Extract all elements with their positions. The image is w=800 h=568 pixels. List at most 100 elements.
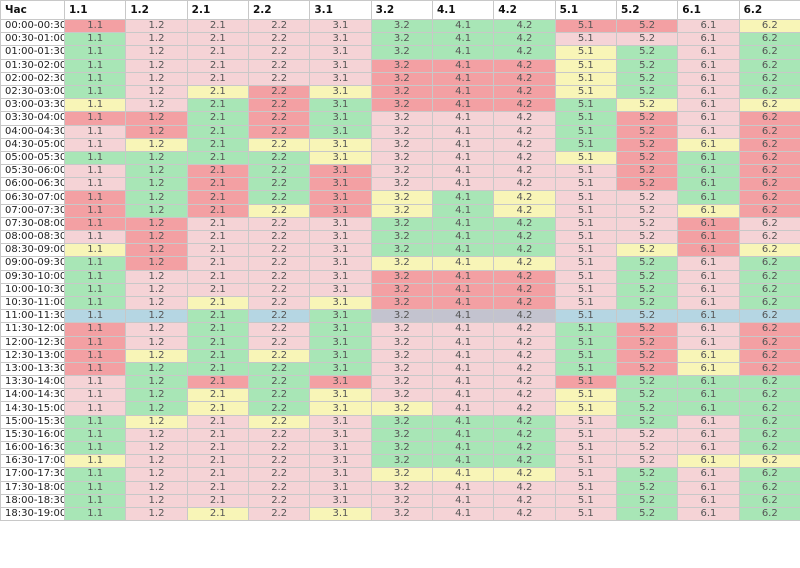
schedule-cell[interactable]: 2.2	[247, 32, 311, 47]
time-slot-label[interactable]: 12:30-13:00	[0, 348, 65, 363]
schedule-cell[interactable]: 5.2	[615, 256, 679, 271]
schedule-cell[interactable]: 6.1	[677, 164, 740, 179]
schedule-cell[interactable]: 1.2	[125, 348, 188, 363]
schedule-cell[interactable]: 4.1	[431, 282, 495, 297]
schedule-cell[interactable]: 6.2	[738, 45, 800, 60]
schedule-cell[interactable]: 2.1	[186, 269, 249, 284]
schedule-cell[interactable]: 4.2	[493, 18, 556, 34]
schedule-cell[interactable]: 2.1	[186, 58, 249, 73]
schedule-cell[interactable]: 3.1	[309, 348, 372, 363]
schedule-cell[interactable]: 5.2	[615, 203, 679, 218]
time-slot-label[interactable]: 05:30-06:00	[0, 164, 65, 179]
schedule-cell[interactable]: 1.2	[125, 137, 188, 152]
schedule-cell[interactable]: 5.2	[615, 243, 679, 258]
time-slot-label[interactable]: 13:30-14:00	[0, 375, 65, 390]
schedule-cell[interactable]: 6.1	[677, 269, 740, 284]
schedule-cell[interactable]: 6.1	[677, 493, 740, 508]
schedule-cell[interactable]: 3.1	[309, 480, 372, 495]
schedule-cell[interactable]: 5.2	[615, 150, 679, 166]
schedule-cell[interactable]: 6.1	[677, 375, 740, 390]
schedule-cell[interactable]: 4.2	[493, 45, 556, 60]
schedule-cell[interactable]: 1.2	[125, 401, 188, 416]
schedule-cell[interactable]: 6.1	[677, 190, 740, 205]
schedule-cell[interactable]: 1.1	[63, 98, 127, 113]
schedule-cell[interactable]: 2.2	[247, 348, 311, 363]
schedule-cell[interactable]: 3.2	[370, 256, 433, 271]
schedule-cell[interactable]: 2.2	[247, 467, 311, 482]
schedule-cell[interactable]: 5.2	[615, 361, 679, 377]
schedule-cell[interactable]: 1.2	[125, 58, 188, 73]
schedule-cell[interactable]: 1.1	[63, 84, 127, 100]
schedule-cell[interactable]: 4.2	[493, 98, 556, 113]
schedule-cell[interactable]: 4.2	[493, 71, 556, 86]
schedule-cell[interactable]: 4.2	[493, 190, 556, 205]
schedule-cell[interactable]: 3.2	[370, 388, 433, 403]
schedule-cell[interactable]: 1.1	[63, 229, 127, 245]
schedule-cell[interactable]: 4.1	[431, 58, 495, 73]
schedule-cell[interactable]: 3.1	[309, 388, 372, 403]
time-slot-label[interactable]: 12:00-12:30	[0, 335, 65, 350]
schedule-cell[interactable]: 1.1	[63, 203, 127, 218]
schedule-cell[interactable]: 3.2	[370, 111, 433, 126]
schedule-cell[interactable]: 3.2	[370, 124, 433, 139]
schedule-cell[interactable]: 4.2	[493, 58, 556, 73]
schedule-cell[interactable]: 5.2	[615, 282, 679, 297]
schedule-cell[interactable]: 6.2	[738, 177, 800, 192]
schedule-cell[interactable]: 4.2	[493, 361, 556, 377]
schedule-cell[interactable]: 1.2	[125, 361, 188, 377]
column-header[interactable]: 3.1	[309, 0, 372, 20]
schedule-cell[interactable]: 6.1	[677, 388, 740, 403]
schedule-cell[interactable]: 6.1	[677, 58, 740, 73]
schedule-cell[interactable]: 6.2	[738, 256, 800, 271]
schedule-cell[interactable]: 1.1	[63, 361, 127, 377]
schedule-cell[interactable]: 5.1	[554, 335, 617, 350]
schedule-cell[interactable]: 3.2	[370, 269, 433, 284]
schedule-cell[interactable]: 6.1	[677, 506, 740, 522]
schedule-cell[interactable]: 4.2	[493, 427, 556, 443]
schedule-cell[interactable]: 3.2	[370, 164, 433, 179]
schedule-cell[interactable]: 4.2	[493, 375, 556, 390]
schedule-cell[interactable]: 1.1	[63, 506, 127, 522]
schedule-cell[interactable]: 1.1	[63, 71, 127, 86]
schedule-cell[interactable]: 3.1	[309, 124, 372, 139]
schedule-cell[interactable]: 5.2	[615, 295, 679, 311]
schedule-cell[interactable]: 6.2	[738, 137, 800, 152]
schedule-cell[interactable]: 5.1	[554, 243, 617, 258]
schedule-cell[interactable]: 3.2	[370, 190, 433, 205]
schedule-cell[interactable]: 6.2	[738, 467, 800, 482]
schedule-cell[interactable]: 2.1	[186, 190, 249, 205]
column-header[interactable]: 4.1	[431, 0, 495, 20]
schedule-cell[interactable]: 4.2	[493, 322, 556, 337]
schedule-cell[interactable]: 4.2	[493, 164, 556, 179]
schedule-cell[interactable]: 3.2	[370, 335, 433, 350]
time-slot-label[interactable]: 07:30-08:00	[0, 216, 65, 232]
schedule-cell[interactable]: 5.1	[554, 84, 617, 100]
schedule-cell[interactable]: 2.1	[186, 440, 249, 456]
schedule-cell[interactable]: 3.2	[370, 150, 433, 166]
schedule-cell[interactable]: 3.1	[309, 150, 372, 166]
schedule-cell[interactable]: 6.1	[677, 454, 740, 469]
schedule-cell[interactable]: 4.1	[431, 150, 495, 166]
time-slot-label[interactable]: 09:00-09:30	[0, 256, 65, 271]
schedule-cell[interactable]: 6.1	[677, 203, 740, 218]
schedule-cell[interactable]: 3.2	[370, 216, 433, 232]
schedule-cell[interactable]: 4.1	[431, 98, 495, 113]
schedule-cell[interactable]: 2.2	[247, 190, 311, 205]
schedule-cell[interactable]: 4.2	[493, 467, 556, 482]
schedule-cell[interactable]: 4.2	[493, 348, 556, 363]
schedule-cell[interactable]: 4.1	[431, 111, 495, 126]
schedule-cell[interactable]: 6.2	[738, 243, 800, 258]
schedule-cell[interactable]: 6.2	[738, 124, 800, 139]
schedule-cell[interactable]: 6.2	[738, 111, 800, 126]
time-slot-label[interactable]: 14:30-15:00	[0, 401, 65, 416]
schedule-cell[interactable]: 5.1	[554, 375, 617, 390]
schedule-cell[interactable]: 3.2	[370, 467, 433, 482]
schedule-cell[interactable]: 4.2	[493, 480, 556, 495]
schedule-cell[interactable]: 3.2	[370, 375, 433, 390]
schedule-cell[interactable]: 4.2	[493, 335, 556, 350]
schedule-cell[interactable]: 2.2	[247, 150, 311, 166]
schedule-cell[interactable]: 2.2	[247, 58, 311, 73]
schedule-cell[interactable]: 6.1	[677, 84, 740, 100]
schedule-cell[interactable]: 5.1	[554, 32, 617, 47]
schedule-cell[interactable]: 2.1	[186, 335, 249, 350]
